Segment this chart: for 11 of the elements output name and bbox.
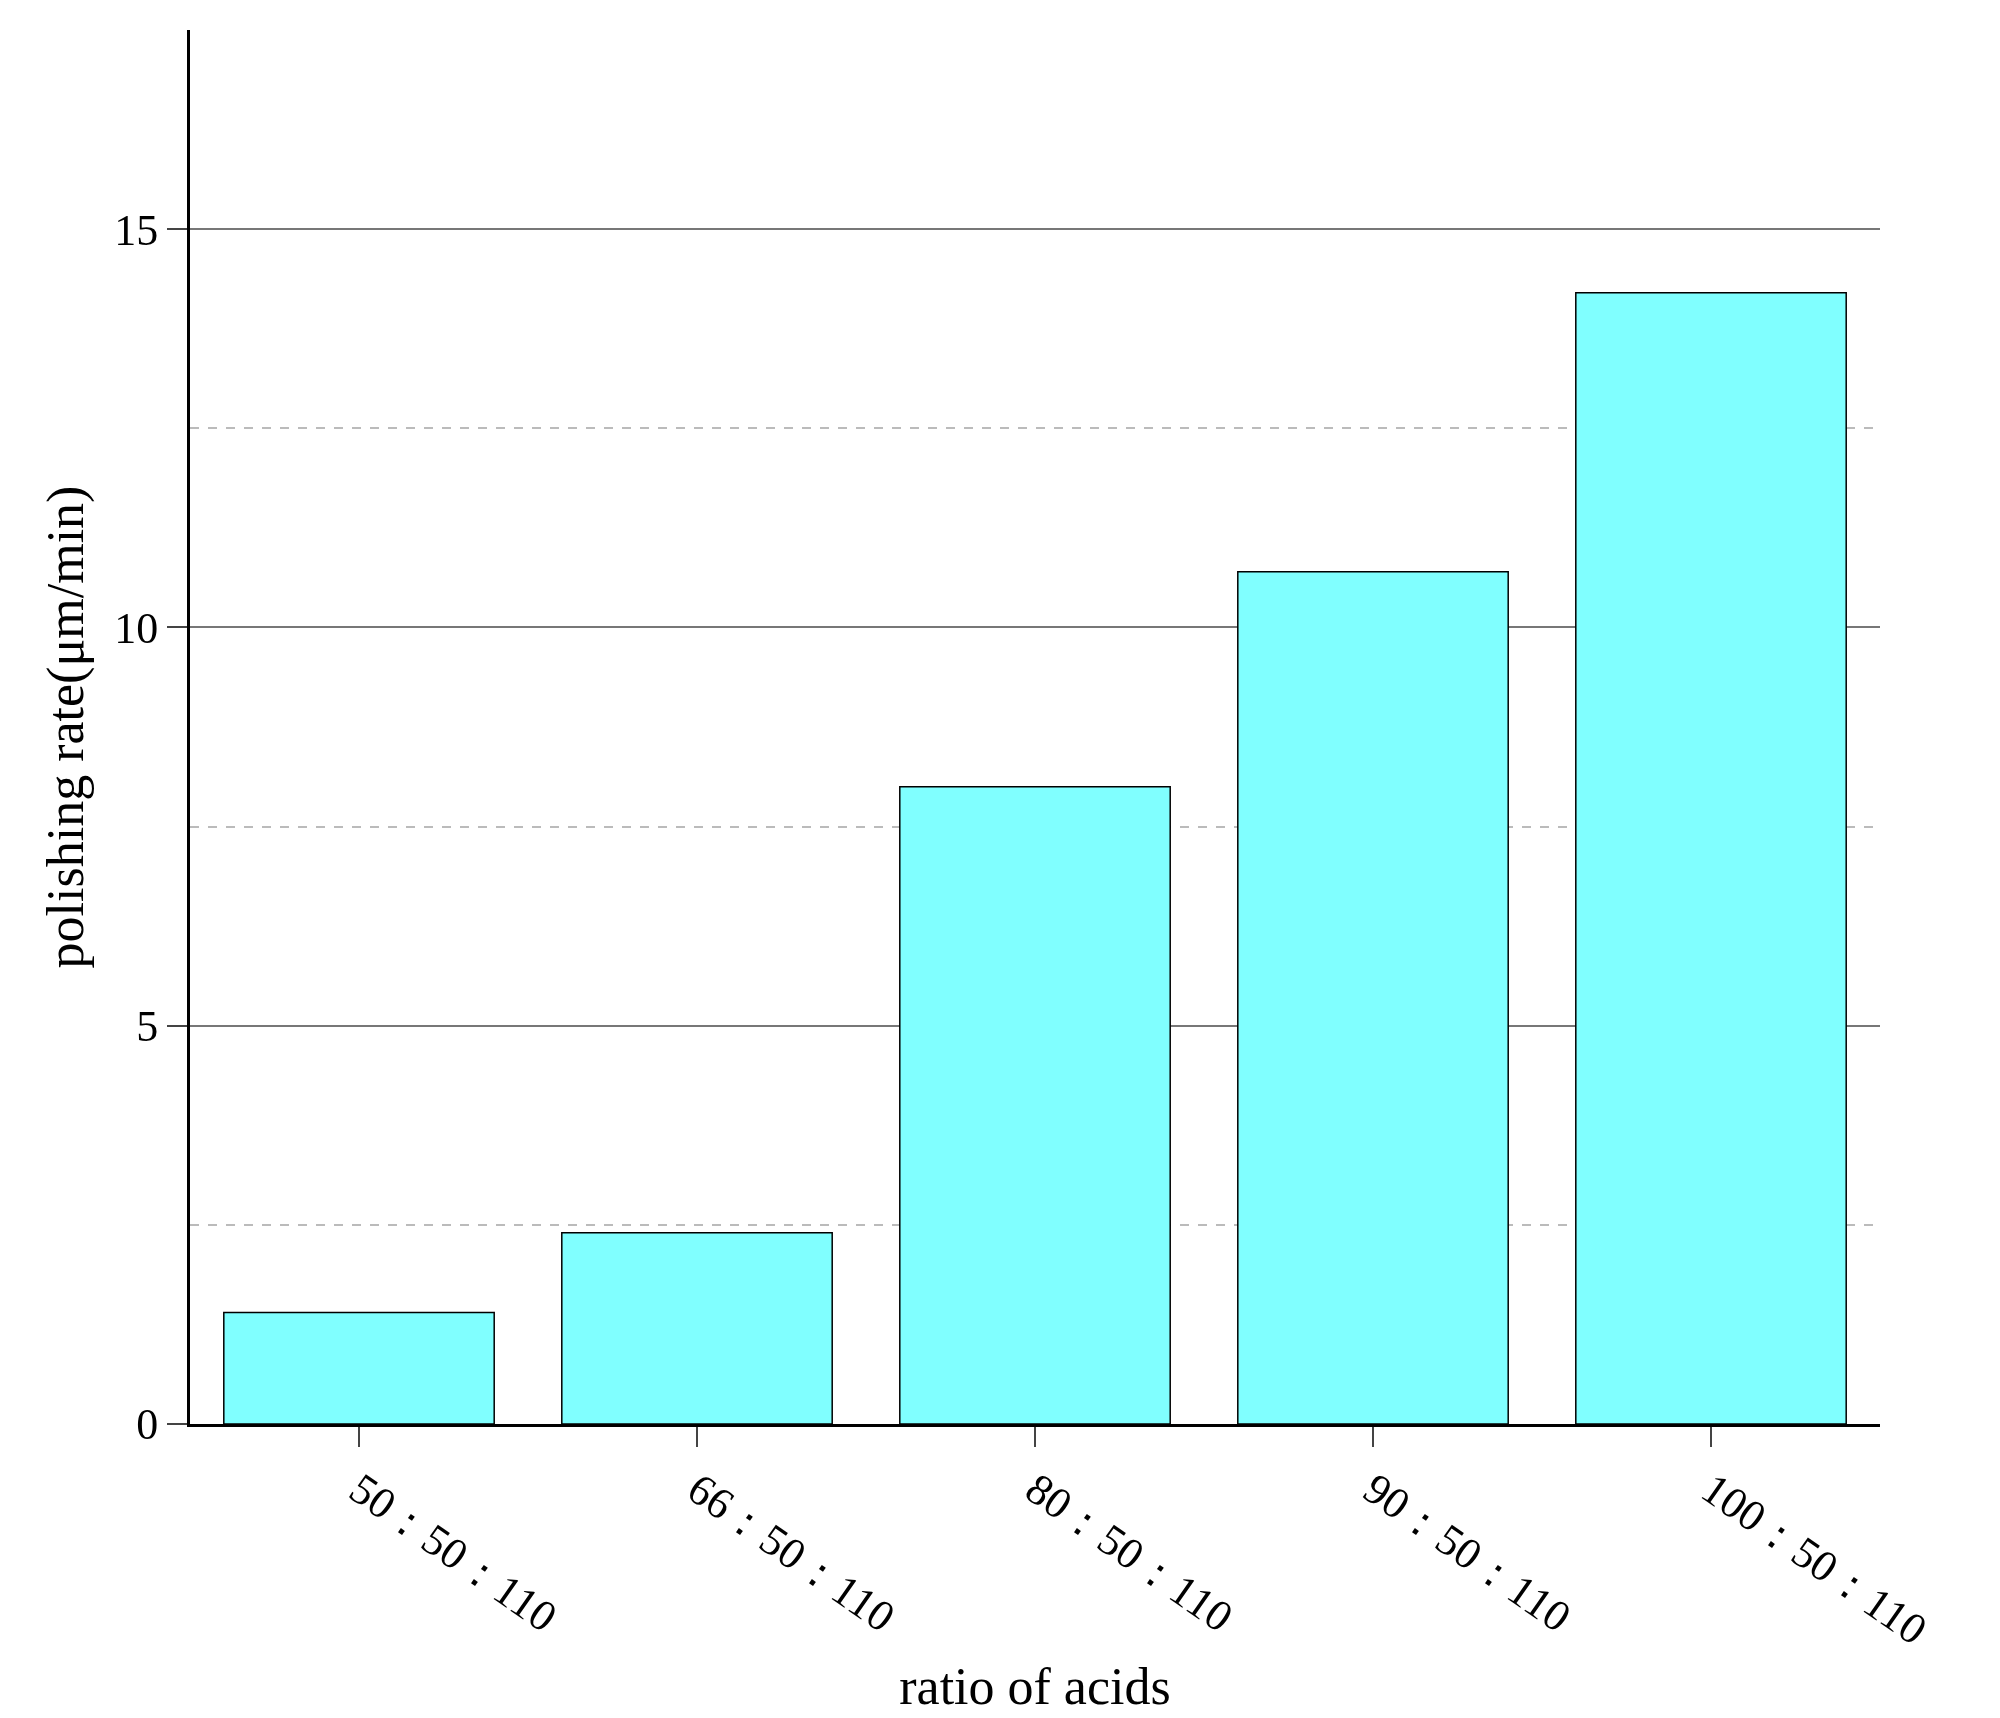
y-tick-label: 5: [136, 1002, 159, 1052]
y-tick-label: 0: [136, 1400, 159, 1450]
x-tick-label: 100：50：110: [1692, 1463, 1936, 1655]
y-tick-label: 15: [114, 205, 159, 255]
y-axis-title: polishing rate(μm/min): [36, 485, 95, 969]
y-tick-label: 10: [114, 603, 159, 653]
x-tick-label: 90：50：110: [1354, 1463, 1580, 1642]
x-tick-label: 80：50：110: [1016, 1463, 1242, 1642]
x-axis-title: ratio of acids: [899, 1658, 1171, 1716]
x-tick-label: 66：50：110: [678, 1463, 904, 1642]
x-tick-label: 50：50：110: [340, 1463, 566, 1642]
